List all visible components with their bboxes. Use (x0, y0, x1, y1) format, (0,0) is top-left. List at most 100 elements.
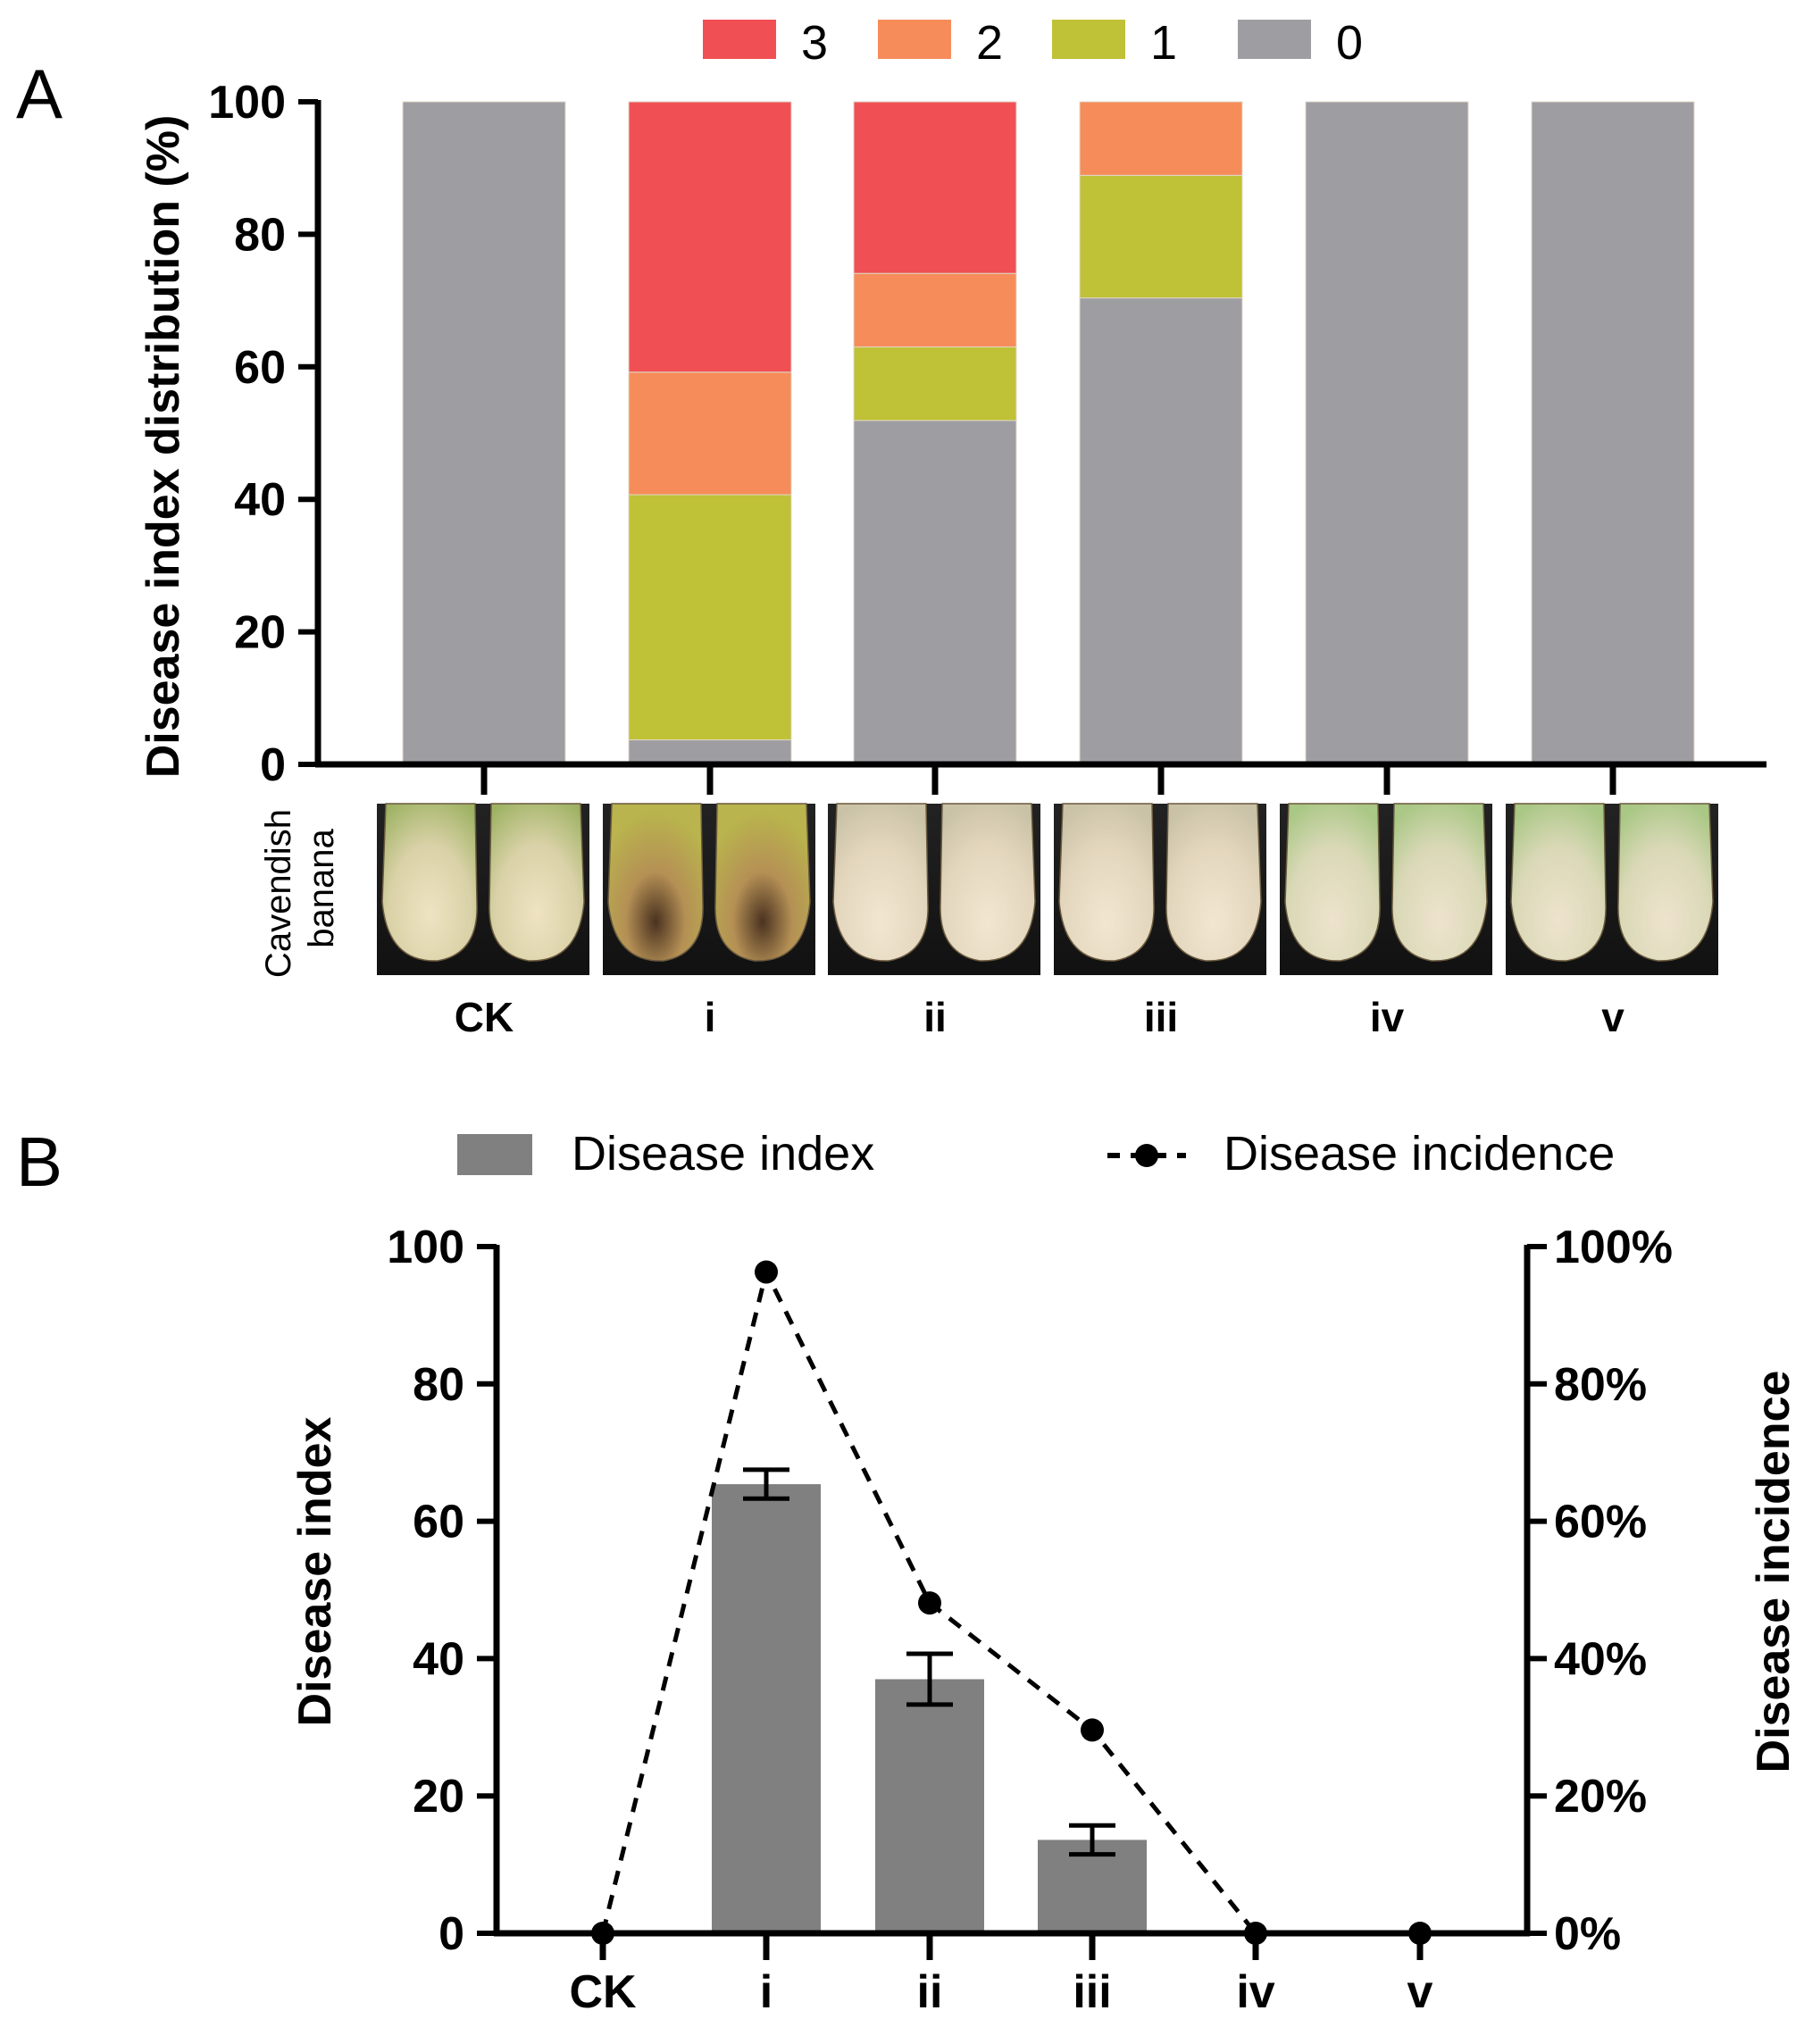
stem-half (489, 803, 585, 962)
stem-photo-iv (1280, 803, 1492, 975)
incidence-point-i (755, 1260, 778, 1284)
x-tick-label-b-iv: iv (1236, 1966, 1274, 2018)
stem-photos (377, 803, 1718, 975)
y-tick-label-a: 80 (234, 209, 286, 261)
legend-swatch-3 (703, 20, 776, 59)
x-tick-label-b-iii: iii (1073, 1966, 1111, 2018)
y-tick-label-a: 0 (260, 739, 286, 791)
bar-segment-ii-1 (853, 346, 1017, 421)
x-tick-label-a-v: v (1601, 994, 1624, 1040)
y-tick-label-b: 40 (413, 1633, 464, 1685)
sample-label-line-1: Cavendish (259, 809, 298, 978)
y-tick-label-b: 0 (438, 1908, 464, 1960)
x-tick-label-a-iii: iii (1144, 994, 1178, 1040)
y-tick-label-a: 40 (234, 474, 286, 526)
bar-segment-i-1 (628, 494, 792, 741)
bar-segment-iii-2 (1079, 101, 1243, 176)
stem-half (1284, 803, 1381, 962)
x-tick-label-a-ii: ii (923, 994, 947, 1040)
x-axis-b: CK i ii iii iv v (494, 1930, 1530, 2018)
y2-tick-label-b: 60% (1554, 1497, 1647, 1548)
y2-tick-label-b: 40% (1554, 1633, 1647, 1685)
incidence-point-ii (918, 1591, 941, 1615)
stem-half (381, 803, 478, 962)
stacked-bar-chart: 3 2 1 0 Disease index distribution (%) 0 20 4… (138, 16, 1766, 1040)
stem-half (607, 803, 704, 962)
y2-tick-label-b: 100% (1554, 1222, 1673, 1273)
stem-half (1391, 803, 1488, 962)
bar-segment-iv-0 (1305, 101, 1469, 765)
legend-label-2: 2 (976, 16, 1003, 70)
stem-photo-i (603, 803, 815, 975)
stem-photo-iii (1054, 803, 1266, 975)
y-axis-label-b: Disease index (289, 1416, 341, 1726)
bars-b (712, 1467, 1147, 1933)
panel-label-b: B (16, 1122, 63, 1201)
category-labels-a: CK i ii iii iv v (455, 994, 1624, 1040)
bar-b-ii (875, 1679, 984, 1933)
x-tick-label-a-CK: CK (455, 994, 514, 1040)
x-tick-label-a-i: i (705, 994, 716, 1040)
stem-half (832, 803, 929, 962)
x-tick-label-b-ii: ii (917, 1966, 943, 2018)
legend-swatch-disease-index (457, 1134, 532, 1175)
legend-swatch-2 (878, 20, 951, 59)
legend-label-0: 0 (1336, 16, 1363, 70)
bar-segment-ii-0 (853, 420, 1017, 765)
x-axis-a (315, 761, 1766, 795)
panel-label-a: A (16, 54, 63, 133)
stem-photo-ii (828, 803, 1040, 975)
bar-segment-i-2 (628, 371, 792, 496)
y-tick-label-a: 60 (234, 342, 286, 394)
bar-segment-i-3 (628, 101, 792, 373)
y-tick-label-a: 100 (208, 77, 286, 129)
stem-half (1510, 803, 1607, 962)
legend-swatch-1 (1052, 20, 1125, 59)
y2-axis-label-b: Disease incidence (1748, 1371, 1800, 1773)
stem-photo-CK (377, 803, 589, 975)
y-tick-label-b: 60 (413, 1497, 464, 1548)
bar-b-i (712, 1484, 821, 1933)
sample-label: Cavendish banana (259, 799, 341, 978)
legend-label-1: 1 (1150, 16, 1177, 70)
legend-marker-disease-incidence (1135, 1144, 1158, 1167)
x-tick-label-b-i: i (760, 1966, 773, 2018)
y2-tick-label-b: 0% (1554, 1908, 1621, 1960)
legend-a: 3 2 1 0 (703, 16, 1363, 70)
stem-photo-v (1506, 803, 1718, 975)
legend-label-3: 3 (801, 16, 828, 70)
y-tick-label-b: 20 (413, 1771, 464, 1823)
y-axis-label-a: Disease index distribution (%) (138, 115, 189, 779)
stem-half (1058, 803, 1155, 962)
bars-a (402, 101, 1695, 765)
incidence-point-iii (1081, 1718, 1104, 1742)
y-tick-label-a: 20 (234, 607, 286, 659)
y-tick-label-b: 80 (413, 1359, 464, 1411)
bar-segment-CK-0 (402, 101, 566, 765)
x-tick-label-b-CK: CK (569, 1966, 637, 2018)
y-axis-a: 0 20 40 60 80 100 (208, 77, 322, 791)
y-tick-label-b: 100 (387, 1222, 464, 1273)
bar-segment-iii-1 (1079, 174, 1243, 299)
x-tick-label-a-iv: iv (1370, 994, 1405, 1040)
dual-axis-chart: Disease index Disease incidence Disease … (289, 1127, 1800, 2018)
y-axis-b: 0 20 40 60 80 100 (387, 1222, 500, 1960)
incidence-line (591, 1260, 1432, 1945)
y2-axis-b: 0% 20% 40% 60% 80% 100% (1524, 1222, 1673, 1960)
y2-tick-label-b: 80% (1554, 1359, 1647, 1411)
stem-half (1165, 803, 1262, 962)
stem-half (714, 803, 811, 962)
stem-half (940, 803, 1036, 962)
bar-segment-v-0 (1531, 101, 1695, 765)
legend-label-disease-incidence: Disease incidence (1224, 1127, 1615, 1181)
y2-tick-label-b: 20% (1554, 1771, 1647, 1823)
legend-swatch-0 (1238, 20, 1311, 59)
x-tick-label-b-v: v (1407, 1966, 1433, 2018)
sample-label-line-2: banana (302, 829, 341, 948)
bar-segment-iii-0 (1079, 297, 1243, 765)
bar-segment-i-0 (628, 739, 792, 765)
bar-segment-ii-2 (853, 272, 1017, 348)
legend-b: Disease index Disease incidence (457, 1127, 1615, 1181)
legend-label-disease-index: Disease index (572, 1127, 874, 1181)
